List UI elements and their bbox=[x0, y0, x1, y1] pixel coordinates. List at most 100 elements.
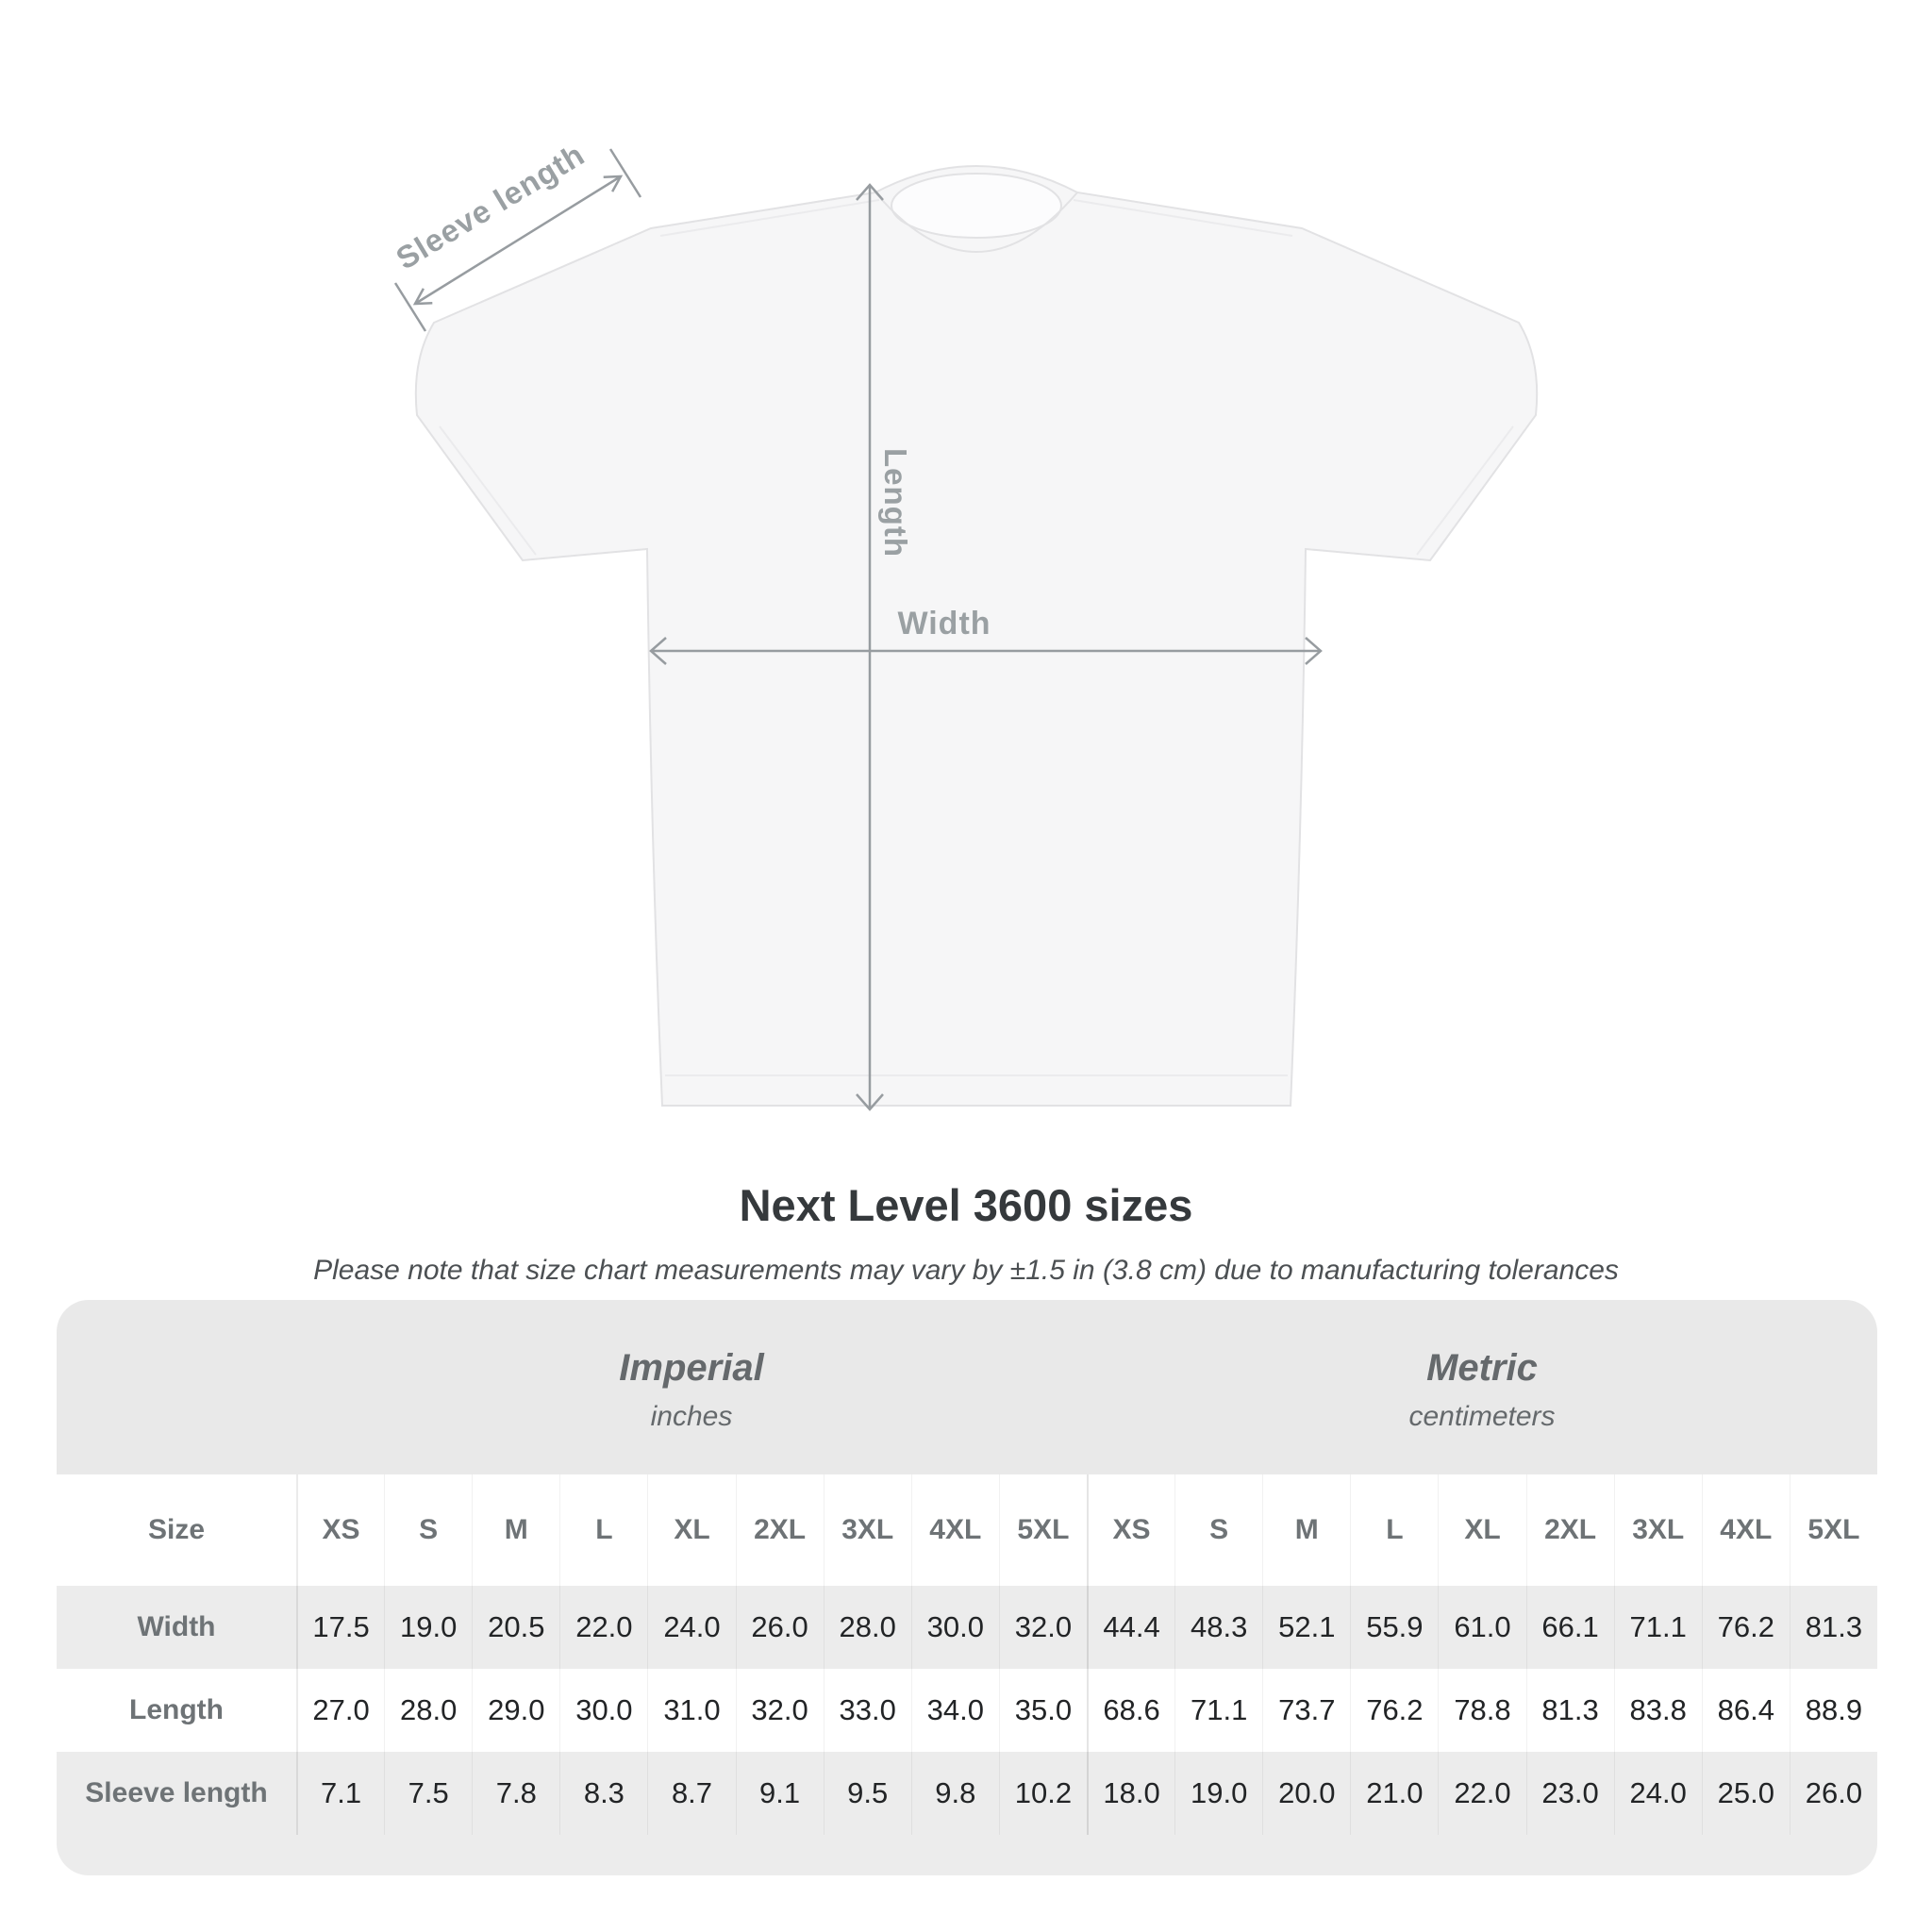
table-cell: 66.1 bbox=[1525, 1586, 1614, 1669]
table-cell: 61.0 bbox=[1438, 1586, 1525, 1669]
table-cell: 48.3 bbox=[1174, 1586, 1262, 1669]
table-cell: 33.0 bbox=[823, 1669, 911, 1752]
table-cell: 26.0 bbox=[1789, 1752, 1877, 1835]
imperial-label: Imperial bbox=[619, 1347, 764, 1389]
table-cell: 71.1 bbox=[1174, 1669, 1262, 1752]
collar-opening bbox=[891, 173, 1062, 239]
length-row: Length 27.0 28.0 29.0 30.0 31.0 32.0 33.… bbox=[57, 1669, 1877, 1752]
row-label: Width bbox=[137, 1611, 216, 1642]
table-cell: 81.3 bbox=[1525, 1669, 1614, 1752]
tolerance-note: Please note that size chart measurements… bbox=[313, 1255, 1619, 1286]
table-cell: 86.4 bbox=[1701, 1669, 1790, 1752]
table-cell: 17.5 bbox=[296, 1586, 384, 1669]
table-cell: 31.0 bbox=[647, 1669, 735, 1752]
size-header-metric-5xl: 5XL bbox=[1789, 1474, 1877, 1586]
table-cell: 32.0 bbox=[998, 1586, 1087, 1669]
size-header-imperial-xl: XL bbox=[647, 1474, 735, 1586]
table-cell: 9.8 bbox=[910, 1752, 999, 1835]
size-header-imperial-2xl: 2XL bbox=[735, 1474, 824, 1586]
size-header-metric-3xl: 3XL bbox=[1613, 1474, 1702, 1586]
table-cell: 9.1 bbox=[735, 1752, 824, 1835]
table-cell: 10.2 bbox=[998, 1752, 1087, 1835]
table-cell: 73.7 bbox=[1262, 1669, 1350, 1752]
table-cell: 24.0 bbox=[647, 1586, 735, 1669]
table-cell: 19.0 bbox=[1174, 1752, 1262, 1835]
table-cell: 28.0 bbox=[384, 1669, 472, 1752]
sleeve-hem-right bbox=[1416, 425, 1514, 556]
table-cell: 22.0 bbox=[1438, 1752, 1525, 1835]
metric-unit-label: centimeters bbox=[1408, 1401, 1556, 1432]
size-header-imperial-s: S bbox=[384, 1474, 472, 1586]
table-cell: 68.6 bbox=[1087, 1669, 1174, 1752]
table-cell: 24.0 bbox=[1613, 1752, 1702, 1835]
table-cell: 23.0 bbox=[1525, 1752, 1614, 1835]
table-cell: 52.1 bbox=[1262, 1586, 1350, 1669]
size-header-metric-s: S bbox=[1174, 1474, 1262, 1586]
size-header-imperial-4xl: 4XL bbox=[910, 1474, 999, 1586]
table-cell: 28.0 bbox=[823, 1586, 911, 1669]
table-cell: 26.0 bbox=[735, 1586, 824, 1669]
table-cell: 30.0 bbox=[910, 1586, 999, 1669]
metric-label: Metric bbox=[1426, 1347, 1538, 1389]
size-header-metric-4xl: 4XL bbox=[1701, 1474, 1790, 1586]
table-cell: 7.5 bbox=[384, 1752, 472, 1835]
size-header-imperial-xs: XS bbox=[296, 1474, 384, 1586]
sleeve-length-arrow bbox=[393, 148, 642, 332]
length-label: Length bbox=[878, 448, 913, 558]
size-header-imperial-l: L bbox=[559, 1474, 647, 1586]
table-cell: 8.7 bbox=[647, 1752, 735, 1835]
imperial-unit-label: inches bbox=[650, 1401, 733, 1432]
unit-group-imperial: Imperial inches bbox=[296, 1300, 1087, 1474]
size-header-metric-xl: XL bbox=[1438, 1474, 1525, 1586]
table-cell: 83.8 bbox=[1613, 1669, 1702, 1752]
table-cell: 30.0 bbox=[559, 1669, 647, 1752]
width-label: Width bbox=[897, 606, 991, 641]
row-label: Sleeve length bbox=[85, 1777, 268, 1808]
size-header-metric-m: M bbox=[1262, 1474, 1350, 1586]
table-cell: 55.9 bbox=[1350, 1586, 1438, 1669]
table-cell: 27.0 bbox=[296, 1669, 384, 1752]
table-cell: 25.0 bbox=[1701, 1752, 1790, 1835]
table-cell: 76.2 bbox=[1350, 1669, 1438, 1752]
table-cell: 22.0 bbox=[559, 1586, 647, 1669]
size-header-row: Size XS S M L XL 2XL 3XL 4XL 5XL XS S M … bbox=[57, 1474, 1877, 1586]
unit-header-band: Imperial inches Metric centimeters bbox=[57, 1300, 1877, 1474]
table-cell: 18.0 bbox=[1087, 1752, 1174, 1835]
shoulder-seam-left bbox=[659, 199, 880, 237]
width-arrow bbox=[649, 637, 1323, 665]
size-header-metric-xs: XS bbox=[1087, 1474, 1174, 1586]
table-cell: 7.8 bbox=[472, 1752, 559, 1835]
table-cell: 8.3 bbox=[559, 1752, 647, 1835]
length-arrow bbox=[856, 183, 884, 1111]
size-table: Imperial inches Metric centimeters Size … bbox=[57, 1300, 1877, 1875]
table-cell: 32.0 bbox=[735, 1669, 824, 1752]
sleeve-hem-left bbox=[439, 425, 537, 556]
size-header-metric-l: L bbox=[1350, 1474, 1438, 1586]
width-row: Width 17.5 19.0 20.5 22.0 24.0 26.0 28.0… bbox=[57, 1586, 1877, 1669]
unit-band-spacer bbox=[57, 1300, 296, 1474]
table-cell: 88.9 bbox=[1789, 1669, 1877, 1752]
table-cell: 29.0 bbox=[472, 1669, 559, 1752]
size-header-imperial-5xl: 5XL bbox=[998, 1474, 1087, 1586]
table-cell: 35.0 bbox=[998, 1669, 1087, 1752]
table-cell: 20.0 bbox=[1262, 1752, 1350, 1835]
collar-band-seam bbox=[874, 192, 1078, 253]
table-cell: 81.3 bbox=[1789, 1586, 1877, 1669]
row-label: Length bbox=[129, 1694, 224, 1725]
table-cell: 20.5 bbox=[472, 1586, 559, 1669]
sleeve-length-row: Sleeve length 7.1 7.5 7.8 8.3 8.7 9.1 9.… bbox=[57, 1752, 1877, 1875]
table-cell: 19.0 bbox=[384, 1586, 472, 1669]
shoulder-seam-right bbox=[1073, 199, 1293, 237]
table-cell: 21.0 bbox=[1350, 1752, 1438, 1835]
unit-group-metric: Metric centimeters bbox=[1087, 1300, 1877, 1474]
table-cell: 76.2 bbox=[1701, 1586, 1790, 1669]
size-header-metric-2xl: 2XL bbox=[1525, 1474, 1614, 1586]
table-cell: 71.1 bbox=[1613, 1586, 1702, 1669]
size-header-imperial-3xl: 3XL bbox=[823, 1474, 911, 1586]
size-header-imperial-m: M bbox=[472, 1474, 559, 1586]
page-title: Next Level 3600 sizes bbox=[739, 1180, 1193, 1230]
tshirt-diagram bbox=[393, 148, 1539, 1111]
table-cell: 9.5 bbox=[823, 1752, 911, 1835]
table-cell: 34.0 bbox=[910, 1669, 999, 1752]
